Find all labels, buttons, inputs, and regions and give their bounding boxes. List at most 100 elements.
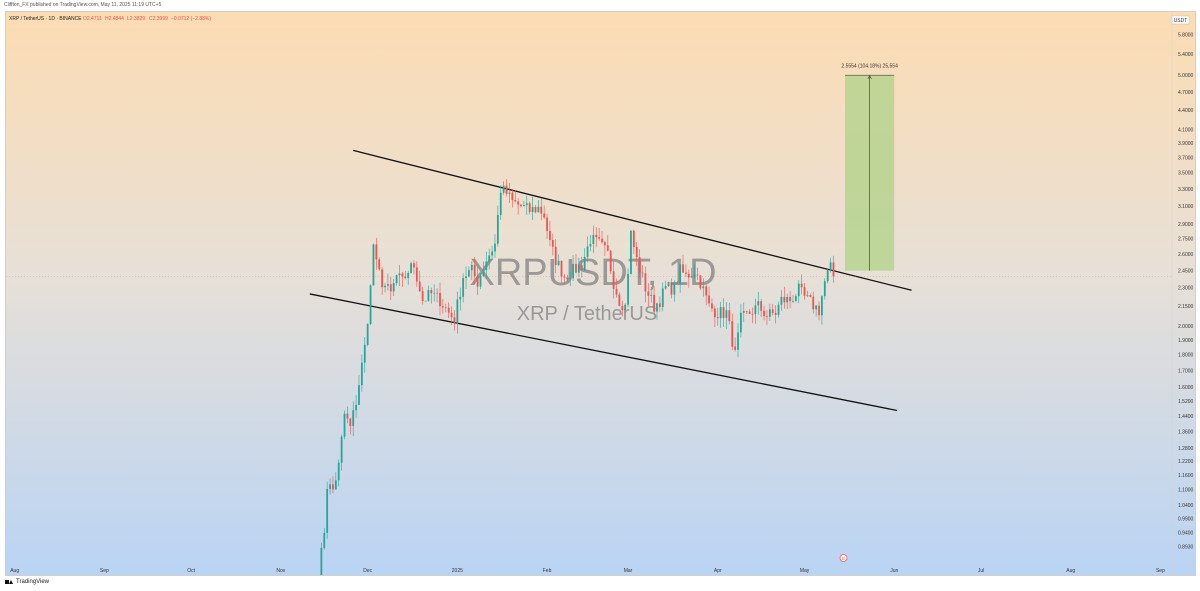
candle-body [656, 303, 658, 312]
candle-body [632, 230, 635, 247]
candle-body [794, 296, 797, 301]
trendline-lower [309, 293, 898, 412]
candle-body [826, 270, 829, 282]
candle-body [358, 385, 360, 405]
candle-body [592, 234, 595, 244]
time-tick-label: Jul [978, 568, 984, 574]
price-chart[interactable]: XRPUSDT, 1D XRP / TetherUS XRP / TetherU… [6, 12, 1196, 576]
candle-body [644, 273, 647, 292]
price-tick-label: 0.8930 [1178, 545, 1194, 551]
price-tick-label: 4.7000 [1178, 90, 1194, 96]
candle-body [601, 238, 603, 243]
candle-body [444, 307, 447, 309]
candle-body [803, 287, 806, 296]
candle-body [502, 185, 505, 193]
time-tick-label: May [800, 568, 810, 574]
candle-body [705, 286, 708, 296]
candle-body [337, 462, 340, 481]
candle-body [687, 273, 690, 278]
price-tick-label: 3.5000 [1178, 171, 1194, 177]
candle-body [392, 283, 395, 292]
candle-body [771, 309, 774, 313]
candle-body [734, 346, 737, 350]
candle-body [740, 312, 742, 333]
candle-body [363, 344, 366, 363]
currency-label-box[interactable] [1171, 15, 1190, 25]
candle-body [725, 310, 728, 318]
candle-body [685, 272, 687, 274]
candle-body [815, 305, 818, 310]
price-tick-label: 2.6000 [1178, 252, 1194, 258]
price-tick-label: 3.1000 [1178, 204, 1194, 210]
candle-body [713, 308, 716, 318]
price-tick-label: 5.4000 [1178, 52, 1194, 58]
candle-body [395, 275, 398, 284]
time-axis[interactable]: Aug Sep Oct Nov Dec 2025 Feb Mar Apr May Jun Jul Aug… [10, 568, 1165, 574]
time-tick-label: Aug [10, 568, 19, 574]
chart-panel[interactable]: XRPUSDT, 1D XRP / TetherUS XRP / TetherU… [5, 11, 1196, 576]
candle-body [823, 281, 826, 297]
time-tick-label: Sep [1156, 568, 1165, 574]
candle-body [436, 292, 438, 294]
publisher-text: Cliffton_FX published on TradingView.com… [4, 2, 162, 8]
candle-body [606, 245, 609, 251]
candle-body [554, 246, 557, 266]
candle-body [757, 301, 760, 306]
candle-body [369, 285, 372, 324]
candle-body [473, 264, 476, 277]
channel-trendlines[interactable] [309, 149, 912, 412]
trendline-upper [353, 149, 912, 291]
candle-body [679, 264, 682, 284]
publisher-bar: Cliffton_FX published on TradingView.com… [0, 0, 1200, 11]
price-tick-label: 2.0000 [1178, 324, 1194, 330]
candle-body [737, 332, 739, 350]
time-tick-label: Sep [100, 568, 109, 574]
candle-body [748, 311, 751, 314]
candle-body [439, 292, 441, 307]
candle-body [401, 273, 404, 277]
event-marker-circle[interactable] [839, 554, 848, 562]
price-tick-label: 2.9000 [1178, 222, 1194, 228]
candle-body [372, 244, 375, 286]
candle-body [583, 256, 586, 270]
candle-body [424, 300, 427, 302]
candle-body [612, 271, 615, 289]
candle-body [812, 296, 815, 310]
candle-body [569, 278, 572, 280]
candle-body [664, 286, 667, 289]
candle-body [658, 303, 661, 307]
candle-body [821, 296, 823, 316]
watermark-sub: XRP / TetherUS [517, 303, 657, 325]
candle-body [604, 242, 606, 246]
candle-body [832, 262, 835, 277]
candle-body [560, 260, 563, 277]
candle-body [427, 290, 430, 301]
candle-body [384, 285, 386, 288]
target-zone-group[interactable]: 2.5554 (104.18%) 25,554 [841, 63, 898, 271]
target-arrow-head [867, 75, 872, 79]
tradingview-logo[interactable]: TradingView [5, 579, 49, 585]
price-tick-label: 3.3000 [1178, 187, 1194, 193]
candle-body [346, 413, 349, 419]
candle-body [528, 203, 531, 213]
candle-body [630, 230, 632, 274]
legend-change: −0.0712 (−2.88%) [171, 16, 211, 22]
candle-body [792, 300, 794, 302]
candle-body [618, 294, 621, 306]
candle-body [609, 250, 612, 272]
candle-body [751, 313, 754, 315]
time-tick-label: Feb [543, 568, 552, 574]
candle-body [647, 291, 650, 296]
candle-body [742, 311, 745, 313]
candle-body [676, 282, 679, 284]
target-zone-label: 2.5554 (104.18%) 25,554 [841, 63, 898, 69]
event-marker[interactable]: E [839, 554, 848, 562]
candle-body [485, 261, 488, 271]
candle-body [505, 185, 508, 194]
candle-body [777, 304, 780, 315]
candle-body [456, 299, 459, 324]
price-axis[interactable]: 5.8000 5.4000 5.0000 4.7000 4.4000 4.1000 3.90… [1178, 32, 1194, 550]
candle-body [465, 276, 467, 279]
price-tick-label: 4.1000 [1178, 127, 1194, 133]
candle-body [534, 206, 537, 213]
